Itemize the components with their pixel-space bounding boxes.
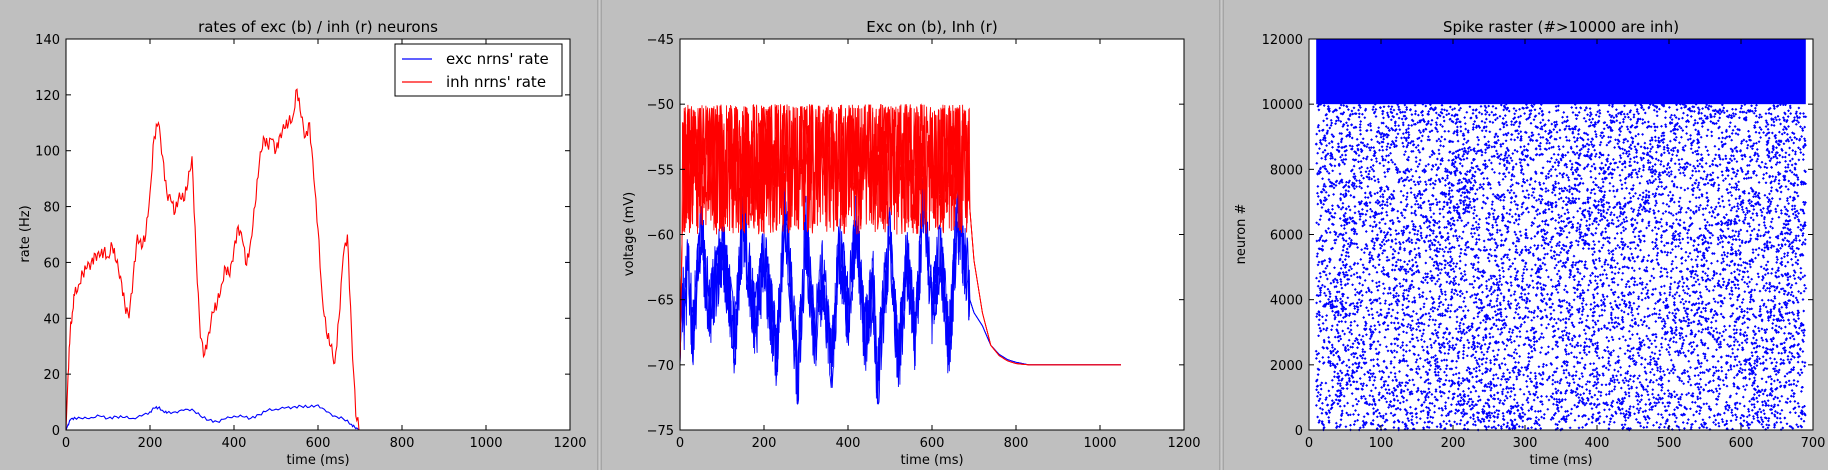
y-tick-label: 100 (35, 145, 60, 160)
inh-spike-block (1316, 39, 1806, 105)
y-tick-label: −50 (647, 98, 674, 113)
x-tick-label: 600 (306, 436, 331, 451)
y-tick-label: −60 (647, 229, 674, 244)
panel-divider (1219, 0, 1224, 470)
exc-rate-line (65, 404, 507, 431)
y-tick-label: 120 (35, 89, 60, 104)
chart-title: rates of exc (b) / inh (r) neurons (198, 18, 438, 36)
rates-series-group (65, 88, 507, 431)
legend-box (394, 43, 563, 97)
x-tick-label: 1000 (469, 436, 502, 451)
inh-voltage-trace (679, 104, 1121, 366)
x-tick-label: 400 (222, 436, 247, 451)
y-tick-label: 140 (35, 33, 60, 48)
legend: exc nrns' rate inh nrns' rate (394, 43, 563, 97)
x-tick-label: 100 (1369, 436, 1394, 451)
inh-rate-line (65, 88, 507, 431)
x-tick-label: 500 (1657, 436, 1682, 451)
exc-spike-points (1314, 102, 1808, 432)
plot-area (680, 39, 1184, 430)
y-axis-label: neuron # (1234, 204, 1249, 265)
x-axis-label: time (ms) (286, 453, 349, 468)
x-axis-label: time (ms) (900, 453, 963, 468)
rates-ticks: 0 200 400 600 800 1000 1200 0 20 40 60 80 100 120 140 (35, 33, 586, 451)
legend-label-exc: exc nrns' rate (446, 50, 549, 68)
x-tick-label: 0 (676, 436, 684, 451)
y-tick-label: −45 (647, 33, 674, 48)
chart-title: Exc on (b), Inh (r) (866, 18, 997, 36)
y-tick-label: −70 (647, 359, 674, 374)
y-tick-label: −75 (647, 424, 674, 439)
raster-ticks: 0 100 200 300 400 500 600 700 0 2000 4000 6000 8000 1… (1262, 33, 1826, 451)
y-tick-label: 0 (1295, 424, 1303, 439)
rates-chart-panel: 0 200 400 600 800 1000 1200 0 20 40 60 80 100 120 140 … (0, 0, 597, 470)
x-tick-label: 300 (1513, 436, 1538, 451)
y-tick-label: 60 (43, 256, 60, 271)
x-tick-label: 600 (920, 436, 945, 451)
x-tick-label: 200 (1441, 436, 1466, 451)
y-axis-label: voltage (mV) (622, 192, 637, 276)
x-tick-label: 1200 (553, 436, 586, 451)
x-tick-label: 200 (752, 436, 777, 451)
y-tick-label: 6000 (1270, 229, 1303, 244)
x-tick-label: 0 (62, 436, 70, 451)
y-tick-label: 2000 (1270, 359, 1303, 374)
y-axis-label: rate (Hz) (18, 205, 33, 262)
raster-chart: 0 100 200 300 400 500 600 700 0 2000 4000 6000 8000 1… (1234, 18, 1826, 468)
raster-points-group (1314, 39, 1808, 432)
voltage-chart-panel: 0 200 400 600 800 1000 1200 −75 −70 −65 −60 −55 −50 −… (602, 0, 1219, 470)
x-tick-label: 400 (1585, 436, 1610, 451)
voltage-series-group (679, 103, 1121, 405)
x-tick-label: 800 (1004, 436, 1029, 451)
voltage-chart: 0 200 400 600 800 1000 1200 −75 −70 −65 −60 −55 −50 −… (622, 18, 1201, 468)
y-tick-label: 0 (52, 424, 60, 439)
y-tick-label: −55 (647, 163, 674, 178)
raster-chart-panel: 0 100 200 300 400 500 600 700 0 2000 4000 6000 8000 1… (1224, 0, 1828, 470)
panel-divider (597, 0, 602, 470)
x-tick-label: 800 (390, 436, 415, 451)
voltage-ticks: 0 200 400 600 800 1000 1200 −75 −70 −65 −60 −55 −50 −… (647, 33, 1201, 451)
y-tick-label: 12000 (1262, 33, 1303, 48)
x-tick-label: 200 (138, 436, 163, 451)
y-tick-label: −65 (647, 294, 674, 309)
y-tick-label: 80 (43, 201, 60, 216)
exc-voltage-trace (679, 166, 1121, 405)
y-tick-label: 8000 (1270, 163, 1303, 178)
chart-title: Spike raster (#>10000 are inh) (1443, 18, 1679, 36)
rates-chart: 0 200 400 600 800 1000 1200020406080100120140 … (18, 18, 587, 468)
x-tick-label: 700 (1801, 436, 1826, 451)
y-tick-label: 40 (43, 312, 60, 327)
y-tick-label: 10000 (1262, 98, 1303, 113)
x-tick-label: 1200 (1167, 436, 1200, 451)
exc-voltage-trace (679, 170, 1121, 404)
x-tick-label: 0 (1305, 436, 1313, 451)
x-tick-label: 400 (836, 436, 861, 451)
x-tick-label: 600 (1729, 436, 1754, 451)
legend-label-inh: inh nrns' rate (446, 73, 546, 91)
x-axis-label: time (ms) (1529, 453, 1592, 468)
y-tick-label: 4000 (1270, 294, 1303, 309)
x-tick-label: 1000 (1083, 436, 1116, 451)
y-tick-label: 20 (43, 368, 60, 383)
